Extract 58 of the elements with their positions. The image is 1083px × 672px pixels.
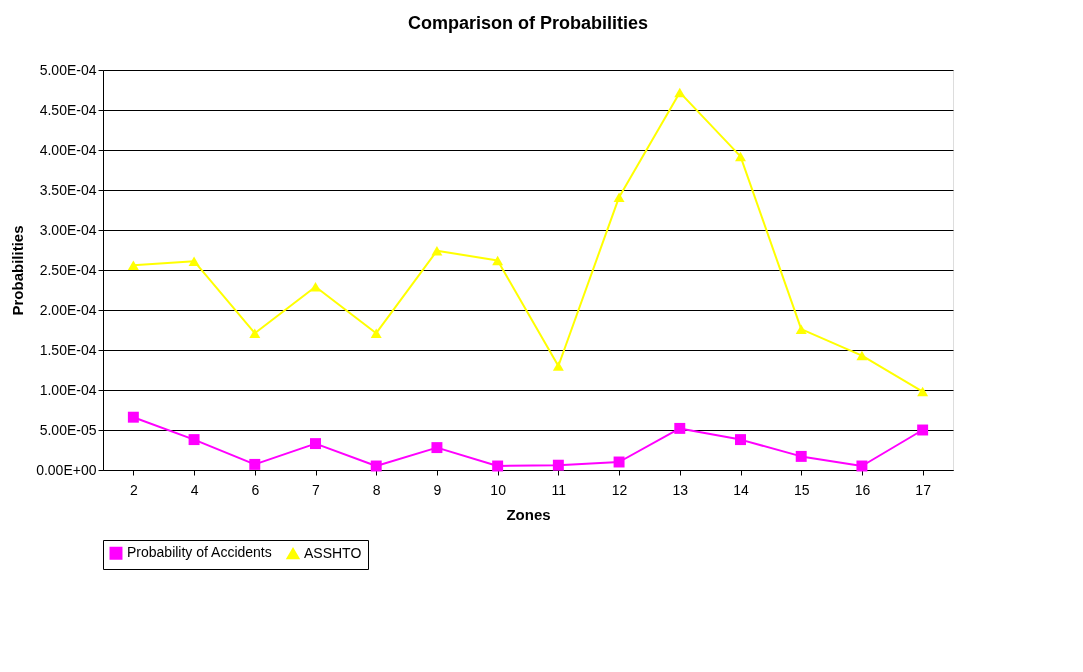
x-tick-label: 11 [551,481,567,498]
point [127,260,139,270]
x-tick-label: 10 [490,481,507,498]
y-tick-label: 5.00E-04 [39,61,97,78]
x-tick-label: 4 [190,481,199,498]
y-tick-label: 1.00E-04 [39,381,97,398]
y-tick-label: 0.00E+00 [36,461,97,478]
x-axis-title: Zones [506,505,551,523]
point [127,411,139,423]
x-tick-label: 14 [733,481,749,498]
point [310,438,321,450]
y-tick-label: 4.00E-04 [39,141,97,158]
x-tick-label: 2 [129,481,138,498]
point [370,460,382,472]
x-tick-label: 15 [793,481,810,498]
point [249,458,261,470]
point [370,328,382,338]
x-tick-label: 17 [915,481,932,498]
point [552,459,564,471]
x-tick-label: 16 [854,481,871,498]
y-tick-label: 1.50E-04 [39,341,97,358]
point [188,434,200,446]
point [492,255,504,266]
point [613,456,625,468]
y-tick-label: 2.50E-04 [39,261,97,278]
x-tick-label: 8 [372,481,381,498]
point [552,361,564,371]
point [188,256,200,266]
y-tick-label: 4.50E-04 [39,101,97,118]
y-tick-label: 2.00E-04 [39,301,97,318]
point [492,460,504,472]
point [310,282,321,292]
point [795,324,807,334]
x-tick-label: 9 [433,481,442,498]
point [674,422,686,434]
point [856,350,868,361]
point [856,460,868,472]
point [735,151,746,162]
x-tick-label: 13 [672,481,689,498]
legend-label: ASSHTO [304,544,362,561]
point [795,450,807,462]
point [917,424,929,436]
x-tick-label: 12 [611,481,628,498]
y-axis-title: Probabilities [9,225,27,316]
y-tick-label: 3.50E-04 [39,181,97,198]
point [431,246,443,256]
y-tick-label: 5.00E-05 [39,421,97,438]
point [613,192,625,202]
x-tick-label: 6 [251,481,260,498]
y-tick-label: 3.00E-04 [39,221,97,238]
legend-label: Probability of Accidents [127,544,272,561]
point [917,386,929,397]
x-tick-label: 7 [312,481,321,498]
point [735,434,746,446]
point [431,442,443,454]
point [674,87,686,98]
chart-title: Comparison of Probabilities [407,13,649,33]
point [249,328,261,338]
